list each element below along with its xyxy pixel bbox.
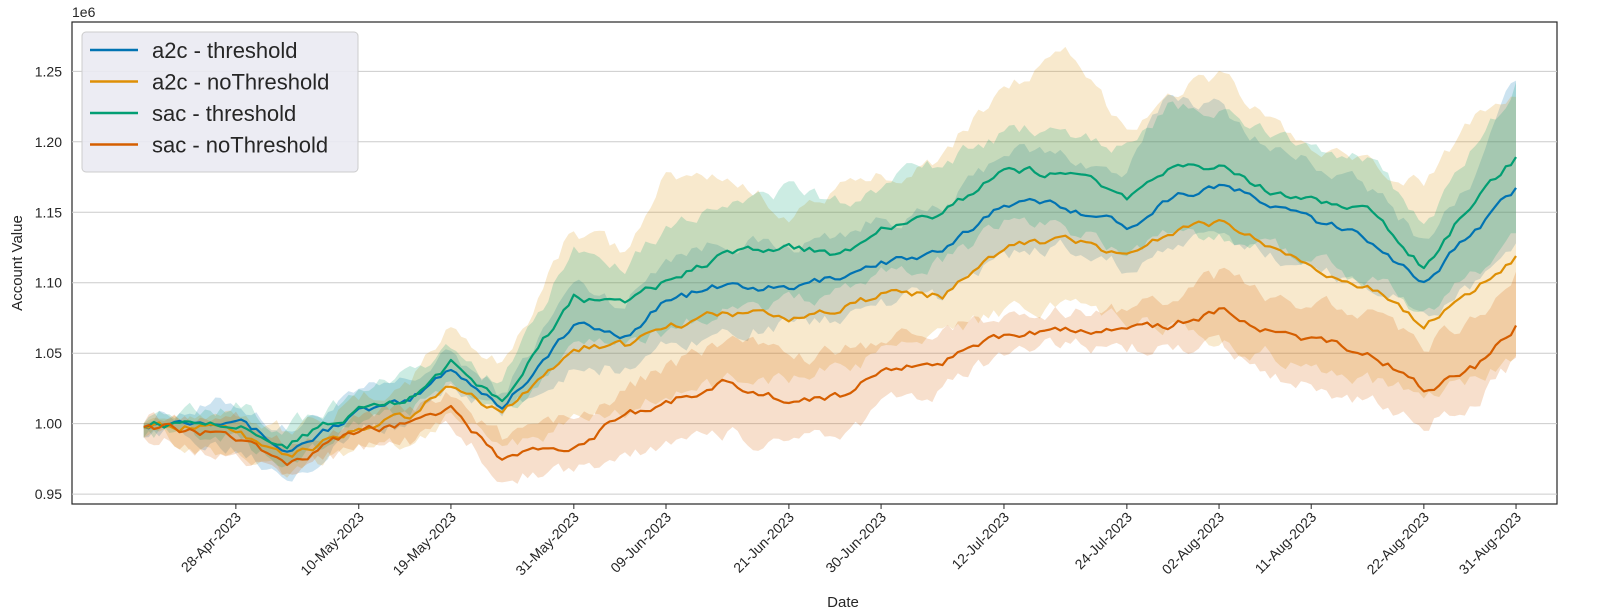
x-tick-label: 24-Jul-2023 <box>1071 509 1135 573</box>
confidence-bands <box>143 46 1517 484</box>
x-tick-label: 31-Aug-2023 <box>1456 509 1525 578</box>
legend-label-a2c-threshold: a2c - threshold <box>152 38 298 63</box>
y-tick-label: 0.95 <box>35 486 62 502</box>
legend-box <box>81 31 359 173</box>
y-gridlines <box>72 70 1557 495</box>
x-tick-label: 09-Jun-2023 <box>607 509 674 576</box>
x-tick-label: 10-May-2023 <box>297 509 367 579</box>
y-scale-multiplier: 1e6 <box>72 4 96 20</box>
y-axis-label: Account Value <box>9 215 26 311</box>
y-tick-label: 1.10 <box>35 275 62 291</box>
y-tick-label: 1.20 <box>35 134 62 150</box>
x-tick-label: 11-Aug-2023 <box>1252 509 1320 577</box>
series-lines <box>143 156 1517 467</box>
band-sac-nothreshold <box>143 267 1517 484</box>
x-tick-label: 22-Aug-2023 <box>1363 509 1432 578</box>
band-a2c-nothreshold <box>143 46 1517 478</box>
band-sac-threshold <box>143 82 1517 468</box>
x-tick-label: 31-May-2023 <box>512 509 582 579</box>
legend-label-sac-nothreshold: sac - noThreshold <box>152 133 328 158</box>
legend-label-sac-threshold: sac - threshold <box>152 101 296 126</box>
x-tick-label: 19-May-2023 <box>389 509 459 579</box>
x-tick-label: 30-Jun-2023 <box>822 509 889 576</box>
y-tick-label: 1.25 <box>35 63 62 79</box>
x-axis-ticks: 28-Apr-2023 10-May-2023 19-May-2023 31-May-… <box>178 504 1525 579</box>
x-tick-label: 21-Jun-2023 <box>730 509 797 576</box>
line-sac-threshold <box>143 156 1517 450</box>
y-tick-label: 1.00 <box>35 416 62 432</box>
y-tick-label: 1.15 <box>35 204 62 220</box>
legend: a2c - threshold a2c - noThreshold sac - th… <box>81 31 359 173</box>
line-a2c-threshold <box>143 183 1517 453</box>
x-axis-label: Date <box>827 594 859 611</box>
y-tick-label: 1.05 <box>35 345 62 361</box>
y-axis-ticks: 0.95 1.00 1.05 1.10 1.15 1.20 1.25 <box>35 63 62 502</box>
x-tick-label: 02-Aug-2023 <box>1159 509 1228 578</box>
legend-label-a2c-nothreshold: a2c - noThreshold <box>152 70 329 95</box>
line-sac-nothreshold <box>143 307 1517 467</box>
x-tick-label: 28-Apr-2023 <box>178 509 244 575</box>
band-a2c-threshold <box>143 80 1517 482</box>
x-tick-label: 12-Jul-2023 <box>948 509 1012 573</box>
